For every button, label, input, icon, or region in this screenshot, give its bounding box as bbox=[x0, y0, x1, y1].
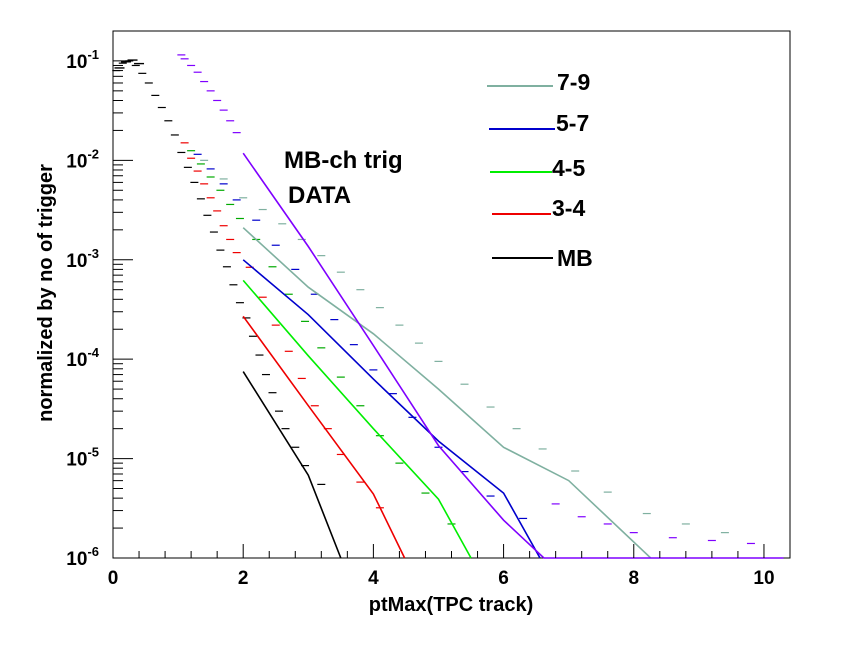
y-tick-label--2: 10-2 bbox=[66, 146, 99, 172]
x-axis-title: ptMax(TPC track) bbox=[369, 594, 533, 616]
series-line-MB bbox=[242, 371, 342, 559]
series-line-5-7 bbox=[242, 259, 541, 559]
x-tick-label-6: 6 bbox=[498, 568, 509, 589]
legend-label-5-7: 5-7 bbox=[556, 110, 589, 136]
y-tick-label--4: 10-4 bbox=[66, 345, 99, 371]
y-tick-label--5: 10-5 bbox=[66, 445, 99, 471]
lines-layer bbox=[242, 152, 784, 559]
x-tick-label-4: 4 bbox=[368, 568, 379, 589]
y-tick-exponent: -5 bbox=[87, 445, 99, 460]
series-line-3-4 bbox=[242, 315, 406, 559]
legend-label-4-5: 4-5 bbox=[552, 155, 585, 181]
y-tick-exponent: -6 bbox=[87, 544, 99, 559]
x-tick-label-8: 8 bbox=[628, 568, 639, 589]
plot-frame bbox=[112, 30, 791, 559]
y-axis-title: normalized by no of trigger bbox=[35, 164, 57, 422]
legend-label-3-4: 3-4 bbox=[552, 195, 585, 221]
y-tick-label--1: 10-1 bbox=[66, 47, 99, 73]
y-tick-exponent: -2 bbox=[87, 146, 99, 161]
y-tick-label--6: 10-6 bbox=[66, 544, 99, 570]
series-line-mb-ch-trig bbox=[242, 152, 784, 559]
x-tick-label-0: 0 bbox=[108, 568, 119, 589]
y-tick-exponent: -3 bbox=[87, 246, 99, 261]
y-tick-label--3: 10-3 bbox=[66, 246, 99, 272]
y-tick-exponent: -4 bbox=[87, 345, 99, 360]
annotation-data: DATA bbox=[288, 182, 351, 209]
x-tick-label-2: 2 bbox=[238, 568, 249, 589]
annotation-trigger: MB-ch trig bbox=[284, 147, 403, 174]
series-line-4-5 bbox=[242, 279, 472, 559]
legend: 7-9 5-7 4-5 3-4 MB bbox=[487, 69, 593, 271]
series-line-7-9 bbox=[242, 227, 652, 559]
x-tick-label-10: 10 bbox=[753, 568, 774, 589]
legend-label-7-9: 7-9 bbox=[557, 69, 590, 95]
y-tick-exponent: -1 bbox=[87, 47, 99, 62]
legend-label-mb: MB bbox=[557, 245, 593, 271]
scatter-layer bbox=[112, 54, 755, 545]
